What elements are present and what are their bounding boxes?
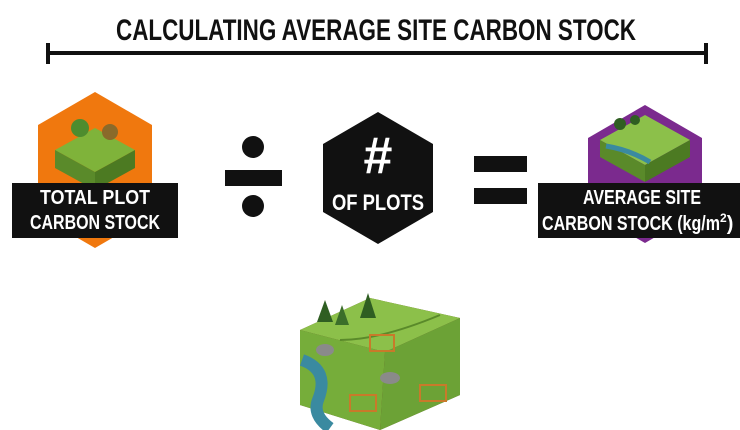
label-text: CARBON STOCK (kg/m <box>542 213 720 235</box>
plots-label: OF PLOTS <box>332 190 424 215</box>
diagram: CALCULATING AVERAGE SITE CARBON STOCK TO… <box>0 0 740 430</box>
hash-symbol: # <box>364 127 393 185</box>
divide-sign <box>225 136 282 217</box>
label-line: CARBON STOCK (kg/m2) <box>542 211 733 235</box>
page: CALCULATING AVERAGE SITE CARBON STOCK TO… <box>0 0 740 430</box>
title: CALCULATING AVERAGE SITE CARBON STOCK <box>116 14 636 47</box>
closing-paren: ) <box>727 213 734 235</box>
label-line: AVERAGE SITE <box>583 187 701 209</box>
label-line: TOTAL PLOT <box>40 187 150 209</box>
terrain-illustration <box>300 293 460 430</box>
label-line: CARBON STOCK <box>30 212 160 234</box>
equals-sign <box>474 156 527 204</box>
